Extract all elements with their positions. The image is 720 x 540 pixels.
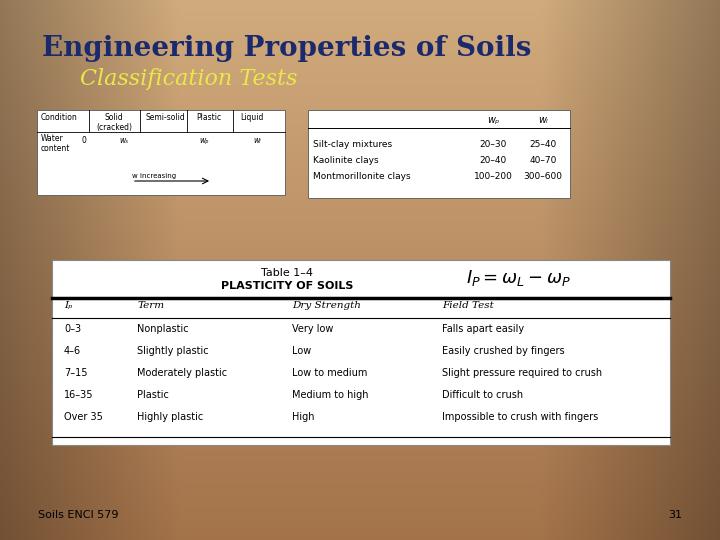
Text: 16–35: 16–35 [64, 390, 94, 400]
Text: Silt-clay mixtures: Silt-clay mixtures [313, 140, 392, 149]
Text: Over 35: Over 35 [64, 412, 103, 422]
Text: Dry Strength: Dry Strength [292, 301, 361, 310]
Text: 0: 0 [81, 136, 86, 145]
Text: wₗ: wₗ [253, 136, 261, 145]
Text: Semi-solid: Semi-solid [145, 113, 185, 122]
Text: 300–600: 300–600 [523, 172, 562, 181]
Text: Moderately plastic: Moderately plastic [137, 368, 227, 378]
Text: 100–200: 100–200 [474, 172, 513, 181]
Text: Kaolinite clays: Kaolinite clays [313, 156, 379, 165]
Text: Classification Tests: Classification Tests [80, 68, 297, 90]
Text: Falls apart easily: Falls apart easily [442, 324, 524, 334]
Text: wₗ: wₗ [538, 115, 548, 125]
Text: Slight pressure required to crush: Slight pressure required to crush [442, 368, 602, 378]
Text: 40–70: 40–70 [529, 156, 557, 165]
Text: Nonplastic: Nonplastic [137, 324, 189, 334]
Text: Engineering Properties of Soils: Engineering Properties of Soils [42, 35, 531, 62]
Text: wₛ: wₛ [120, 136, 129, 145]
Text: Iₚ: Iₚ [64, 301, 72, 310]
Text: Impossible to crush with fingers: Impossible to crush with fingers [442, 412, 598, 422]
Text: 31: 31 [668, 510, 682, 520]
Text: wₚ: wₚ [199, 136, 209, 145]
FancyBboxPatch shape [308, 110, 570, 198]
Text: Difficult to crush: Difficult to crush [442, 390, 523, 400]
Text: Liquid: Liquid [240, 113, 264, 122]
FancyBboxPatch shape [52, 260, 670, 445]
Text: 0–3: 0–3 [64, 324, 81, 334]
Text: wₚ: wₚ [487, 115, 499, 125]
Text: Medium to high: Medium to high [292, 390, 369, 400]
Text: Plastic: Plastic [137, 390, 169, 400]
Text: w increasing: w increasing [132, 173, 176, 179]
Text: Montmorillonite clays: Montmorillonite clays [313, 172, 410, 181]
FancyBboxPatch shape [37, 110, 285, 195]
Text: 20–40: 20–40 [480, 156, 507, 165]
Text: Table 1–4: Table 1–4 [261, 268, 313, 278]
Text: Easily crushed by fingers: Easily crushed by fingers [442, 346, 564, 356]
Text: Condition: Condition [41, 113, 78, 122]
Text: Low: Low [292, 346, 311, 356]
Text: Solid
(cracked): Solid (cracked) [96, 113, 132, 132]
Text: Water
content: Water content [41, 134, 71, 153]
Text: Low to medium: Low to medium [292, 368, 367, 378]
Text: High: High [292, 412, 315, 422]
Text: Field Test: Field Test [442, 301, 494, 310]
Text: Plastic: Plastic [197, 113, 222, 122]
Text: Term: Term [137, 301, 164, 310]
Text: 7–15: 7–15 [64, 368, 88, 378]
Text: $\mathit{I}_P = \omega_L - \omega_P$: $\mathit{I}_P = \omega_L - \omega_P$ [466, 268, 571, 288]
Text: Very low: Very low [292, 324, 333, 334]
Text: 4–6: 4–6 [64, 346, 81, 356]
Text: Soils ENCI 579: Soils ENCI 579 [38, 510, 119, 520]
Text: PLASTICITY OF SOILS: PLASTICITY OF SOILS [220, 281, 353, 291]
Text: Highly plastic: Highly plastic [137, 412, 203, 422]
Text: 20–30: 20–30 [480, 140, 507, 149]
Text: 25–40: 25–40 [529, 140, 557, 149]
Text: Slightly plastic: Slightly plastic [137, 346, 209, 356]
